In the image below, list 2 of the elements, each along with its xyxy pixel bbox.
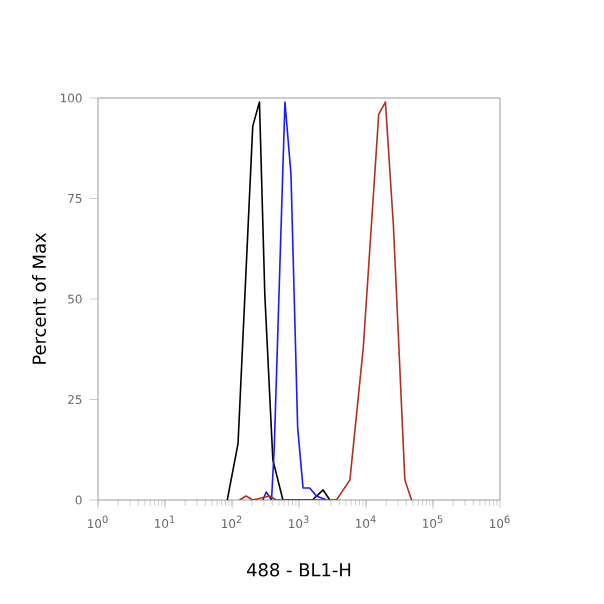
y-axis-title: Percent of Max: [32, 232, 46, 364]
x-axis-title: 488 - BL1-H: [247, 563, 351, 577]
